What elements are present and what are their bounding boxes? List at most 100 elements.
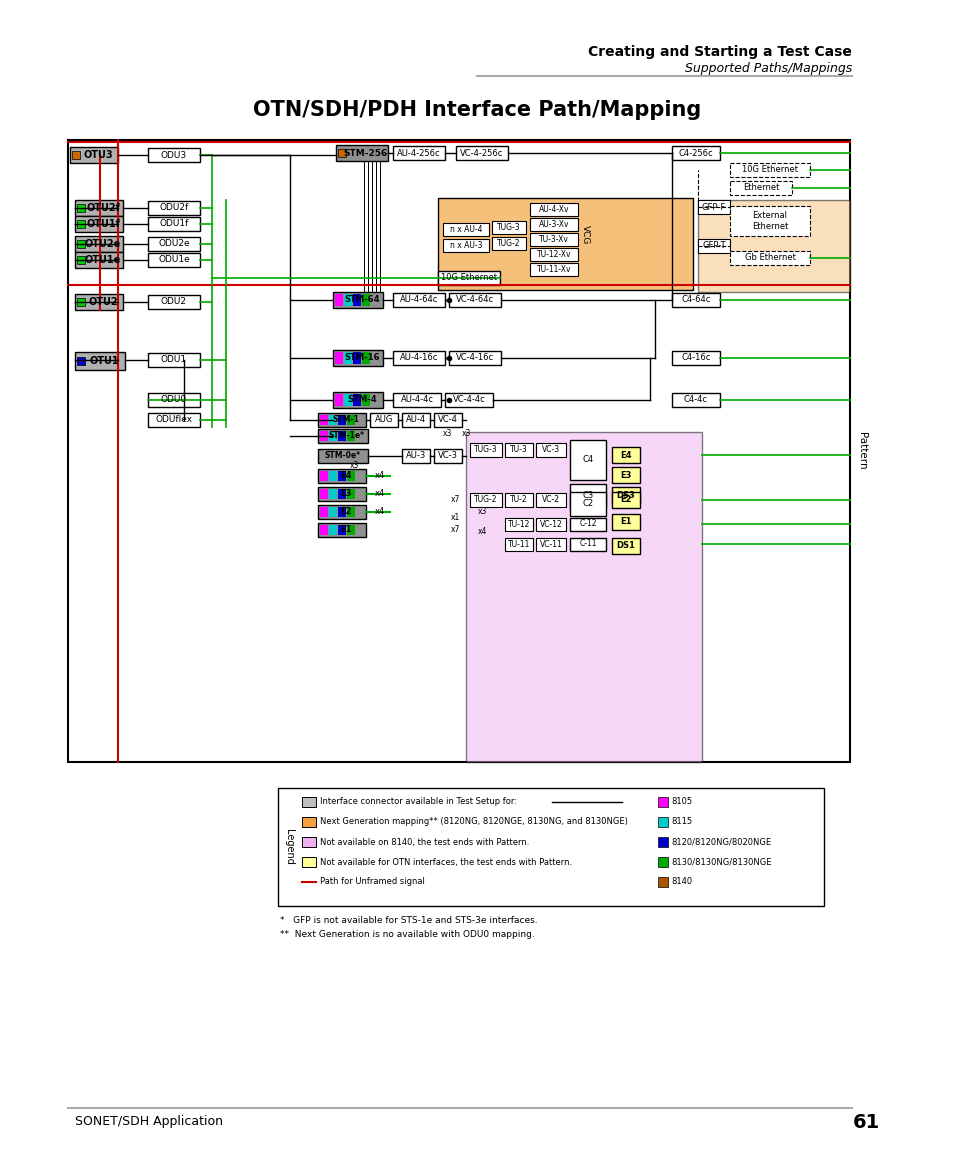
Text: *   GFP is not available for STS-1e and STS-3e interfaces.: * GFP is not available for STS-1e and ST… [280, 916, 537, 925]
Bar [353, 294, 360, 306]
Text: Not available on 8140, the test ends with Pattern.: Not available on 8140, the test ends wit… [319, 838, 529, 846]
FancyBboxPatch shape [671, 351, 720, 365]
FancyBboxPatch shape [658, 877, 667, 887]
FancyBboxPatch shape [536, 443, 565, 457]
FancyBboxPatch shape [77, 357, 85, 365]
FancyBboxPatch shape [148, 353, 200, 367]
Text: x3: x3 [442, 430, 451, 438]
Text: OTN/SDH/PDH Interface Path/Mapping: OTN/SDH/PDH Interface Path/Mapping [253, 100, 700, 121]
FancyBboxPatch shape [612, 447, 639, 462]
FancyBboxPatch shape [698, 201, 849, 292]
FancyBboxPatch shape [465, 432, 701, 761]
Bar [361, 294, 370, 306]
Text: OTU1f: OTU1f [86, 219, 120, 229]
FancyBboxPatch shape [504, 443, 533, 457]
FancyBboxPatch shape [317, 413, 366, 427]
Text: Creating and Starting a Test Case: Creating and Starting a Test Case [587, 45, 851, 59]
FancyBboxPatch shape [449, 351, 500, 365]
Bar [347, 431, 355, 442]
Text: 8115: 8115 [670, 817, 691, 826]
Bar [361, 352, 370, 364]
Text: ODU1: ODU1 [161, 356, 187, 364]
Text: TU-11: TU-11 [507, 540, 530, 549]
Text: STM-1e*: STM-1e* [329, 431, 365, 440]
Text: n x AU-4: n x AU-4 [449, 225, 482, 234]
FancyBboxPatch shape [449, 293, 500, 307]
Text: ODUflex: ODUflex [155, 415, 193, 424]
Text: OTU2f: OTU2f [86, 203, 120, 213]
FancyBboxPatch shape [612, 487, 639, 503]
Bar [344, 294, 352, 306]
FancyBboxPatch shape [729, 181, 791, 195]
Text: AU-4-4c: AU-4-4c [400, 395, 433, 404]
FancyBboxPatch shape [333, 350, 382, 366]
FancyBboxPatch shape [434, 413, 461, 427]
FancyBboxPatch shape [393, 146, 444, 160]
FancyBboxPatch shape [671, 146, 720, 160]
FancyBboxPatch shape [148, 413, 200, 427]
Text: Interface connector available in Test Setup for:: Interface connector available in Test Se… [319, 797, 517, 807]
Text: C4: C4 [582, 455, 593, 465]
FancyBboxPatch shape [393, 293, 444, 307]
Text: 8105: 8105 [670, 797, 691, 807]
Text: OTU1: OTU1 [89, 356, 119, 366]
Text: C-11: C-11 [578, 539, 597, 548]
FancyBboxPatch shape [536, 493, 565, 506]
FancyBboxPatch shape [77, 298, 85, 306]
FancyBboxPatch shape [75, 252, 123, 268]
Text: Path for Unframed signal: Path for Unframed signal [319, 877, 424, 887]
FancyBboxPatch shape [658, 857, 667, 867]
Text: STM-256: STM-256 [343, 148, 388, 158]
FancyBboxPatch shape [77, 220, 85, 228]
Bar [347, 525, 355, 535]
Text: Supported Paths/Mappings: Supported Paths/Mappings [684, 61, 851, 75]
Text: n x AU-3: n x AU-3 [449, 241, 482, 250]
FancyBboxPatch shape [658, 817, 667, 828]
FancyBboxPatch shape [317, 523, 366, 537]
FancyBboxPatch shape [337, 150, 346, 156]
Text: C4-64c: C4-64c [680, 296, 710, 305]
Bar [335, 394, 343, 406]
Bar [347, 471, 355, 481]
FancyBboxPatch shape [148, 201, 200, 216]
FancyBboxPatch shape [536, 538, 565, 551]
Bar [319, 415, 328, 425]
Text: VC-12: VC-12 [539, 520, 561, 529]
FancyBboxPatch shape [530, 203, 578, 216]
FancyBboxPatch shape [442, 223, 489, 236]
FancyBboxPatch shape [671, 393, 720, 407]
Text: SONET/SDH Application: SONET/SDH Application [75, 1115, 223, 1129]
Text: E1: E1 [619, 518, 631, 526]
FancyBboxPatch shape [569, 538, 605, 551]
FancyBboxPatch shape [658, 797, 667, 807]
Text: VC-4: VC-4 [437, 415, 457, 424]
Text: AU-4-16c: AU-4-16c [399, 353, 437, 363]
Text: E3: E3 [340, 489, 352, 498]
FancyBboxPatch shape [148, 236, 200, 252]
Text: STM-1: STM-1 [333, 415, 359, 424]
Bar [337, 506, 346, 517]
Text: ODU3: ODU3 [161, 151, 187, 160]
Bar [319, 506, 328, 517]
Text: x4: x4 [375, 472, 385, 481]
Text: STM-4: STM-4 [347, 395, 376, 404]
Text: TU-12-Xv: TU-12-Xv [537, 250, 571, 258]
Text: E2: E2 [619, 496, 631, 504]
Text: STM-0e*: STM-0e* [325, 452, 360, 460]
Text: TU-2: TU-2 [510, 496, 527, 504]
FancyBboxPatch shape [729, 206, 809, 236]
Bar [337, 415, 346, 425]
Text: E1: E1 [340, 525, 352, 534]
Bar [335, 294, 343, 306]
FancyBboxPatch shape [317, 429, 368, 443]
Bar [337, 525, 346, 535]
Text: VC-4-256c: VC-4-256c [460, 148, 503, 158]
Text: 8140: 8140 [670, 877, 691, 887]
Text: **  Next Generation is no available with ODU0 mapping.: ** Next Generation is no available with … [280, 930, 535, 939]
FancyBboxPatch shape [71, 151, 80, 159]
Text: ODU1f: ODU1f [159, 219, 189, 228]
FancyBboxPatch shape [698, 239, 729, 253]
Text: AU-3-Xv: AU-3-Xv [538, 220, 569, 229]
FancyBboxPatch shape [612, 467, 639, 483]
FancyBboxPatch shape [68, 140, 849, 761]
